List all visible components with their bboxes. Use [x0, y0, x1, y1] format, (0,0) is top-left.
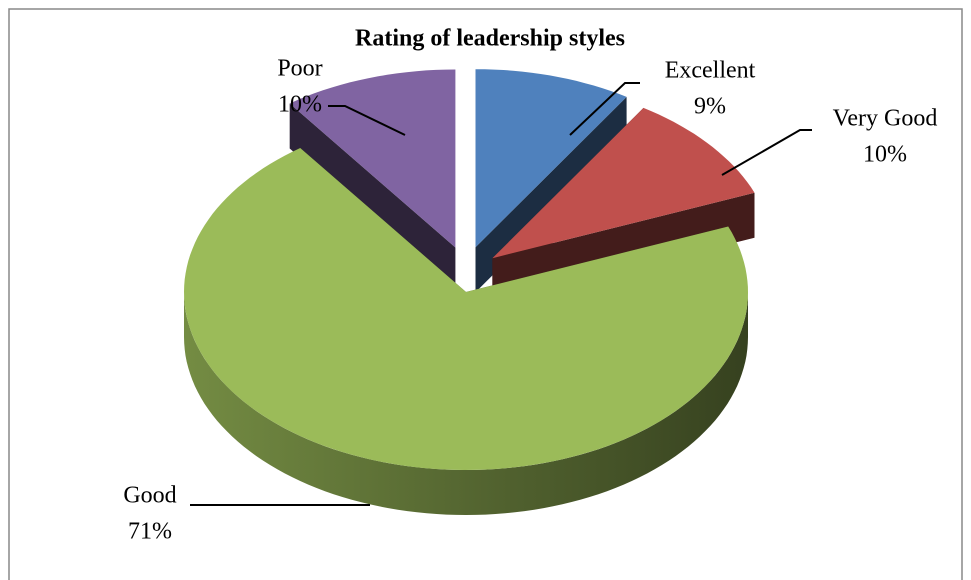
- chart-title: Rating of leadership styles: [355, 26, 625, 52]
- leader-line: [328, 105, 406, 136]
- slice-cut-face: [289, 103, 456, 293]
- slice-top: [184, 148, 748, 470]
- value-label: 71%: [128, 519, 172, 545]
- leader-line: [569, 82, 640, 136]
- value-label: 10%: [278, 92, 322, 118]
- leader-line: [721, 129, 812, 176]
- pie-slice: [289, 69, 456, 293]
- pie-slice: [184, 148, 748, 515]
- slice-top: [475, 69, 627, 248]
- slice-side: [184, 292, 748, 515]
- category-label: Very Good: [833, 106, 938, 132]
- category-label: Excellent: [665, 58, 756, 84]
- value-label: 9%: [694, 94, 726, 120]
- slice-top: [492, 107, 755, 259]
- value-label: 10%: [863, 142, 907, 168]
- category-label: Good: [123, 483, 176, 509]
- slice-top: [289, 69, 456, 248]
- category-label: Poor: [277, 56, 322, 82]
